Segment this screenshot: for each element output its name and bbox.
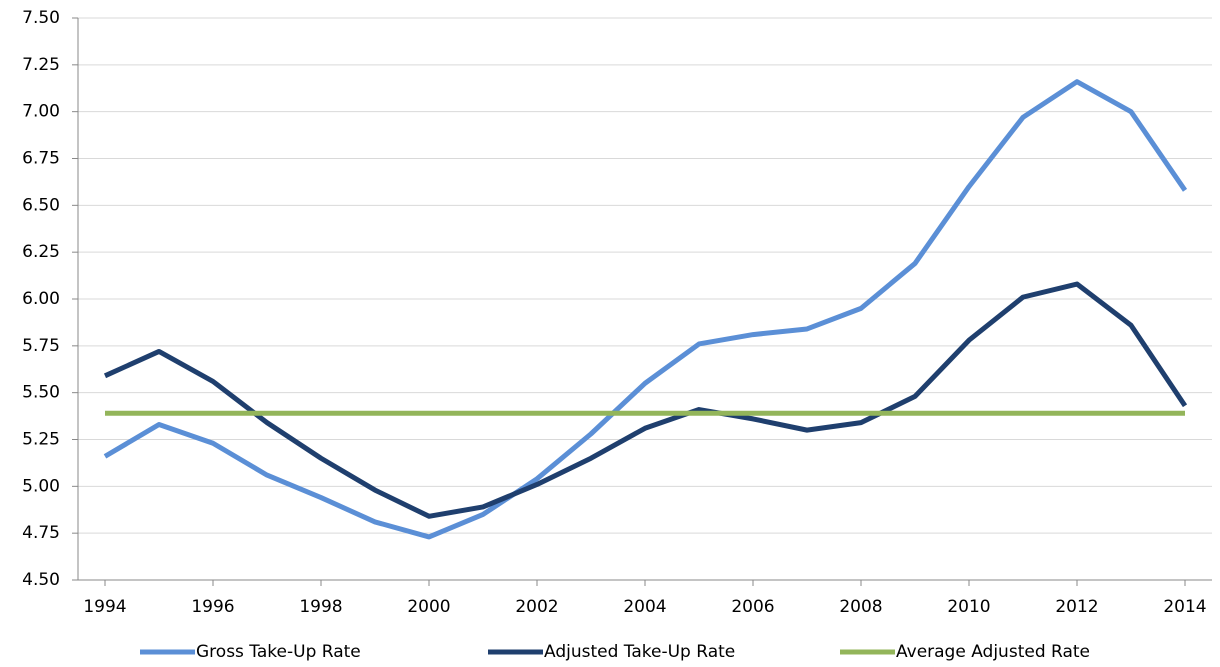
y-tick-label: 7.00 (22, 102, 60, 122)
y-tick-label: 5.00 (22, 476, 60, 496)
x-tick-label: 2002 (515, 597, 558, 617)
legend-label: Average Adjusted Rate (896, 642, 1090, 662)
x-tick-label: 2014 (1163, 597, 1206, 617)
y-tick-label: 4.50 (22, 570, 60, 590)
x-tick-label: 2006 (731, 597, 774, 617)
x-tick-label: 2008 (839, 597, 882, 617)
x-tick-label: 2000 (407, 597, 450, 617)
y-tick-label: 4.75 (22, 523, 60, 543)
y-tick-label: 5.25 (22, 430, 60, 450)
x-tick-label: 2010 (947, 597, 990, 617)
legend-label: Gross Take-Up Rate (196, 642, 361, 662)
y-tick-label: 6.75 (22, 149, 60, 169)
y-tick-label: 7.50 (22, 8, 60, 28)
x-tick-label: 1998 (299, 597, 342, 617)
series-line (103, 79, 1188, 540)
y-tick-label: 7.25 (22, 55, 60, 75)
legend-label: Adjusted Take-Up Rate (544, 642, 735, 662)
y-tick-label: 6.25 (22, 242, 60, 262)
x-tick-label: 2012 (1055, 597, 1098, 617)
y-tick-label: 6.00 (22, 289, 60, 309)
y-tick-label: 6.50 (22, 195, 60, 215)
x-tick-label: 2004 (623, 597, 666, 617)
x-tick-label: 1994 (83, 597, 126, 617)
y-tick-label: 5.75 (22, 336, 60, 356)
x-tick-label: 1996 (191, 597, 234, 617)
series-line (103, 281, 1188, 519)
y-tick-label: 5.50 (22, 383, 60, 403)
